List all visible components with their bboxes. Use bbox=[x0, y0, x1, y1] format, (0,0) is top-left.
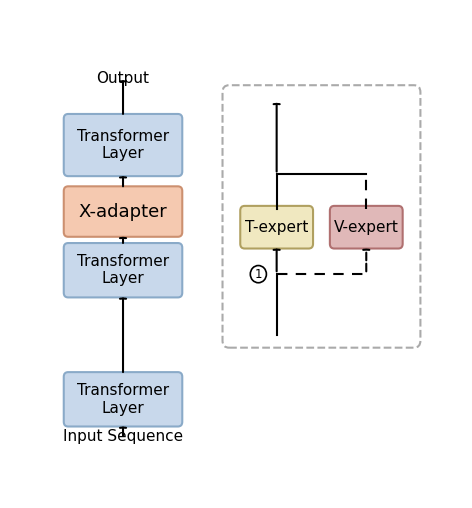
FancyBboxPatch shape bbox=[64, 186, 182, 237]
FancyBboxPatch shape bbox=[64, 114, 182, 176]
FancyBboxPatch shape bbox=[240, 206, 313, 248]
Text: Transformer
Layer: Transformer Layer bbox=[77, 129, 169, 161]
Text: Transformer
Layer: Transformer Layer bbox=[77, 254, 169, 287]
Text: X-adapter: X-adapter bbox=[79, 203, 168, 220]
Text: Output: Output bbox=[96, 71, 150, 86]
Text: Input Sequence: Input Sequence bbox=[63, 429, 183, 444]
Text: V-expert: V-expert bbox=[334, 219, 399, 235]
FancyBboxPatch shape bbox=[64, 372, 182, 427]
FancyBboxPatch shape bbox=[330, 206, 403, 248]
Text: 1: 1 bbox=[254, 268, 262, 280]
Text: Transformer
Layer: Transformer Layer bbox=[77, 383, 169, 416]
FancyBboxPatch shape bbox=[64, 243, 182, 297]
Text: T-expert: T-expert bbox=[245, 219, 308, 235]
